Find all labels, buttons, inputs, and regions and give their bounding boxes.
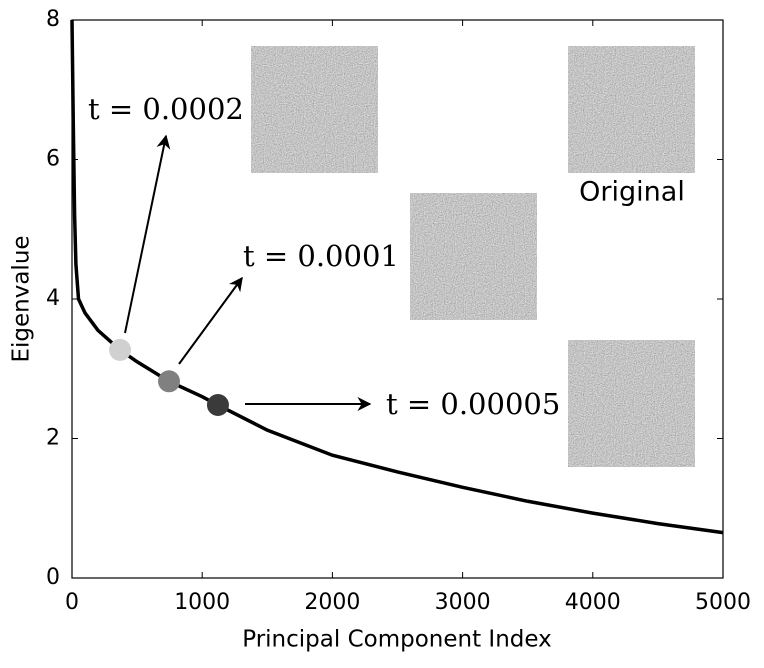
x-tick-label: 1000 xyxy=(174,590,230,615)
x-axis-label: Principal Component Index xyxy=(242,627,551,653)
noise-image xyxy=(251,46,378,173)
x-tick-label: 2000 xyxy=(304,590,360,615)
y-tick-label: 4 xyxy=(46,286,60,311)
noise-image xyxy=(410,193,537,320)
marker-point xyxy=(109,338,132,361)
y-tick-label: 8 xyxy=(46,7,60,32)
x-tick-label: 5000 xyxy=(695,590,751,615)
x-tick-label: 3000 xyxy=(435,590,491,615)
y-tick-label: 0 xyxy=(46,565,60,590)
arrow xyxy=(124,134,171,334)
annotation: t = 0.0001 xyxy=(243,239,399,273)
eigen-curve xyxy=(70,19,724,535)
x-tick-label: 0 xyxy=(65,590,79,615)
x-tick-label: 4000 xyxy=(565,590,621,615)
marker-point xyxy=(157,370,180,393)
noise-image xyxy=(568,340,695,467)
arrow xyxy=(178,276,243,365)
y-axis-label: Eigenvalue xyxy=(9,235,35,362)
image-caption: Original xyxy=(579,177,685,208)
y-tick-label: 2 xyxy=(46,426,60,451)
noise-image xyxy=(568,46,695,173)
annotation: t = 0.0002 xyxy=(88,92,244,126)
marker-point xyxy=(206,394,229,417)
y-tick-label: 6 xyxy=(46,147,60,172)
annotation: t = 0.00005 xyxy=(386,387,560,421)
